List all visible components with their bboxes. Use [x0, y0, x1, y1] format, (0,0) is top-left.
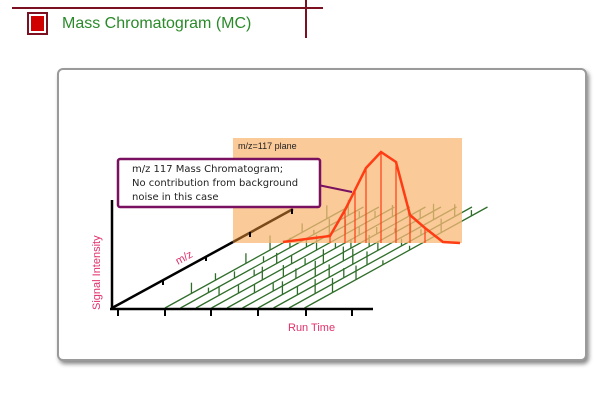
callout-box	[116, 157, 322, 209]
callout-line-3: noise in this case	[132, 192, 218, 203]
callout-line-1: m/z 117 Mass Chromatogram;	[132, 164, 283, 175]
mass-chromatogram-curve	[282, 150, 461, 245]
page-title: Mass Chromatogram (MC)	[62, 15, 252, 32]
axis-ticks	[117, 209, 353, 316]
header-divider	[305, 0, 307, 38]
signal-intensity-label: Signal Intensity	[91, 235, 103, 310]
chromatogram-line	[282, 150, 461, 245]
callout-connector	[317, 184, 353, 193]
plane-label: m/z=117 plane	[238, 141, 297, 151]
header-rule	[12, 7, 323, 9]
callout-line-2: No contribution from background	[132, 178, 298, 189]
mz-axis-hidden	[232, 207, 294, 244]
mz-axis	[111, 240, 234, 310]
red-square-icon	[27, 12, 48, 35]
run-time-label: Run Time	[288, 322, 335, 334]
